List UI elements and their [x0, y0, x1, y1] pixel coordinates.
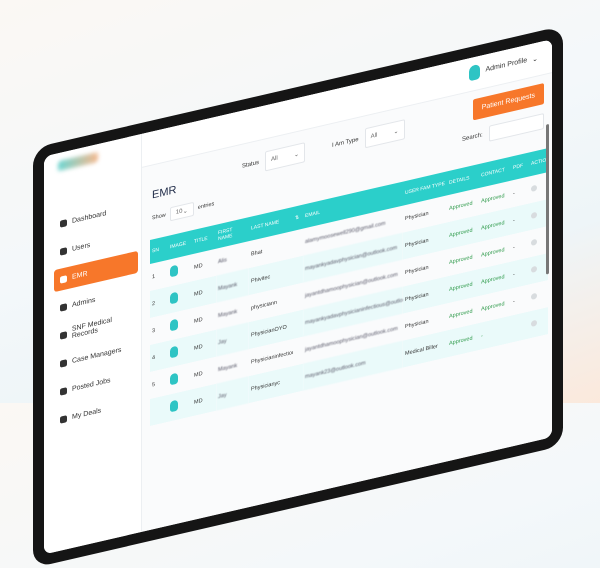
- entries-label: entries: [197, 201, 215, 211]
- logo: [58, 151, 98, 172]
- column-header[interactable]: ⇅: [293, 204, 303, 231]
- type-label: I Am Type: [332, 136, 359, 149]
- type-filter: I Am Type All ⌄: [332, 119, 405, 156]
- search-input[interactable]: [488, 113, 544, 142]
- user-icon: [170, 291, 178, 305]
- folder-icon: [60, 358, 67, 368]
- sidebar-item-label: Dashboard: [72, 209, 107, 225]
- laptop-frame: Dashboard Users EMR Admins SNF Medical Recor…: [33, 25, 563, 568]
- sidebar: Dashboard Users EMR Admins SNF Medical Recor…: [44, 133, 142, 555]
- sn: [150, 394, 168, 426]
- status-select[interactable]: All ⌄: [265, 142, 306, 172]
- sidebar-item-label: Case Managers: [72, 346, 122, 365]
- entries-control: Show 10 ⌄ entries: [152, 197, 214, 225]
- sidebar-item-label: SNF Medical Records: [71, 316, 112, 341]
- emr-table: SN IMAGE TITLE FIRST NAME LAST NAME ⇅ EMAIL USE…: [150, 148, 550, 426]
- folder-icon: [60, 330, 67, 340]
- briefcase-icon: [60, 414, 67, 424]
- pdf[interactable]: [511, 311, 529, 343]
- action-icon[interactable]: [531, 238, 537, 246]
- action-icon[interactable]: [531, 211, 537, 219]
- users-icon: [60, 246, 67, 256]
- briefcase-icon: [60, 386, 67, 396]
- profile-label: Admin Profile: [485, 56, 528, 74]
- chevron-down-icon: ⌄: [182, 207, 188, 215]
- sidebar-item-label: Admins: [72, 296, 96, 309]
- admin-icon: [60, 302, 67, 312]
- user-icon: [170, 372, 178, 386]
- scrollbar[interactable]: [546, 123, 549, 275]
- user-icon: [170, 345, 178, 359]
- chevron-down-icon: ⌄: [393, 128, 399, 136]
- sidebar-item-label: Posted Jobs: [72, 376, 111, 393]
- search-label: Search:: [462, 132, 483, 143]
- title: MD: [192, 383, 216, 417]
- status-label: Status: [242, 159, 260, 170]
- admin-profile-menu[interactable]: Admin Profile ⌄: [469, 50, 538, 82]
- emr-icon: [60, 274, 67, 284]
- avatar: [469, 63, 481, 82]
- type-value: All: [370, 132, 378, 141]
- sidebar-item-label: My Deals: [72, 406, 102, 421]
- chevron-down-icon: ⌄: [293, 151, 300, 159]
- status-filter: Status All ⌄: [242, 142, 306, 177]
- screen: Dashboard Users EMR Admins SNF Medical Recor…: [44, 39, 552, 555]
- main-content: Admin Profile ⌄ Patient Requests I Am Ty…: [142, 39, 552, 532]
- entries-value: 10: [175, 208, 183, 217]
- dashboard-icon: [60, 218, 67, 228]
- sidebar-item-label: Users: [72, 241, 91, 253]
- chevron-down-icon: ⌄: [532, 54, 538, 64]
- user-icon: [170, 318, 178, 332]
- details-status[interactable]: Approved: [447, 323, 479, 358]
- show-label: Show: [152, 212, 166, 222]
- page-title: EMR: [152, 183, 177, 202]
- entries-select[interactable]: 10 ⌄: [169, 201, 194, 222]
- sidebar-item-label: EMR: [72, 269, 88, 281]
- action-icon[interactable]: [531, 184, 537, 192]
- action-icon[interactable]: [531, 265, 537, 273]
- contact-status[interactable]: -: [479, 315, 511, 351]
- action-icon[interactable]: [531, 292, 537, 300]
- action-icon[interactable]: [531, 319, 537, 327]
- status-value: All: [271, 155, 278, 164]
- user-icon: [170, 264, 178, 278]
- type-select[interactable]: All ⌄: [364, 119, 405, 149]
- user-icon: [170, 399, 178, 413]
